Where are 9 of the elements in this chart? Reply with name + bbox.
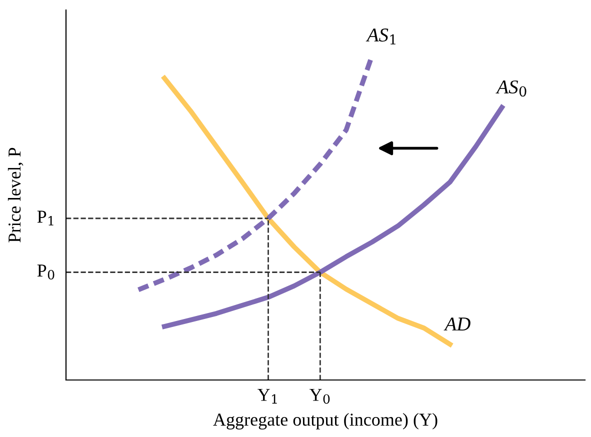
x-axis-title: Aggregate output (income) (Y) xyxy=(213,413,438,430)
series-label: AS$_{1}$ xyxy=(366,28,396,44)
x-tick-label: Y$_{1}$ xyxy=(258,388,277,404)
series-label: AD xyxy=(444,318,470,330)
x-tick-label: Y$_{0}$ xyxy=(309,388,330,404)
series-label: AS$_{0}$ xyxy=(496,80,526,97)
ref-line-label: P$_{1}$ xyxy=(37,210,54,226)
ref-line-label: P$_{0}$ xyxy=(37,264,54,280)
y-axis-title: Price level, P xyxy=(8,148,24,242)
